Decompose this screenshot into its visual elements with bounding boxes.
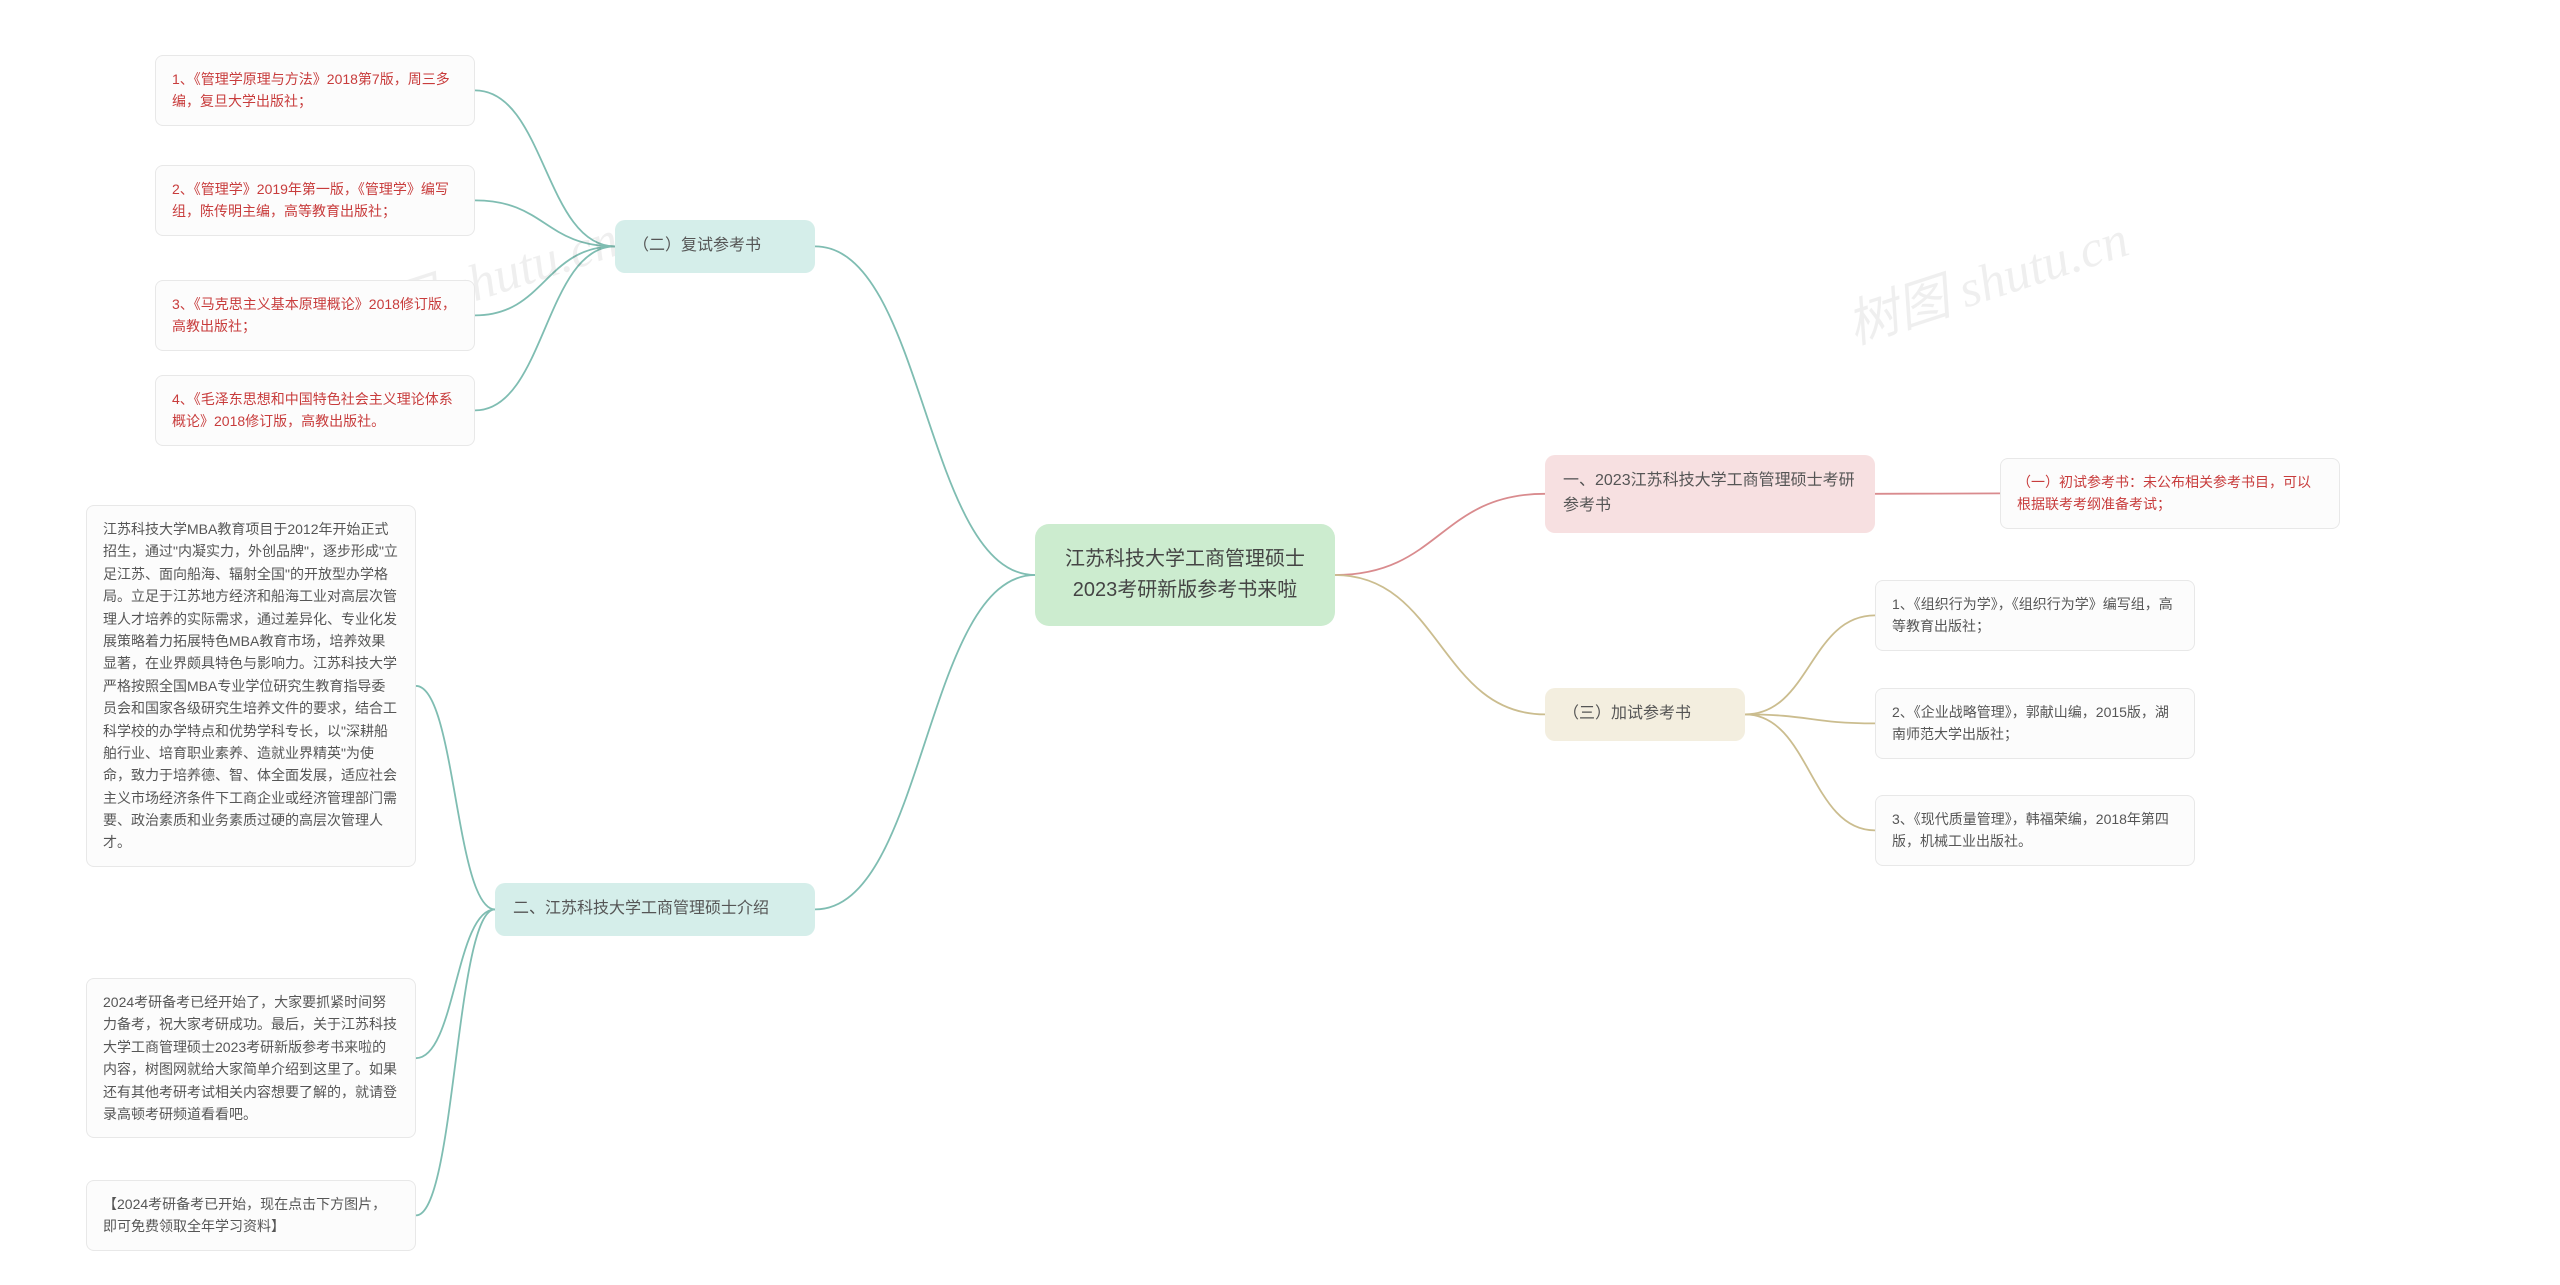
edge	[1745, 615, 1875, 714]
edge	[475, 90, 615, 246]
branch-reexam-books: （二）复试参考书	[615, 220, 815, 273]
leaf-reexam-book-1: 1、《管理学原理与方法》2018第7版，周三多编，复旦大学出版社；	[155, 55, 475, 126]
edge	[475, 200, 615, 246]
leaf-intro-para-1: 江苏科技大学MBA教育项目于2012年开始正式招生，通过"内凝实力，外创品牌"，…	[86, 505, 416, 867]
edge	[475, 246, 615, 410]
branch-mba-intro: 二、江苏科技大学工商管理硕士介绍	[495, 883, 815, 936]
branch-reference-books: 一、2023江苏科技大学工商管理硕士考研参考书	[1545, 455, 1875, 533]
center-node: 江苏科技大学工商管理硕士2023考研新版参考书来啦	[1035, 524, 1335, 626]
leaf-additional-book-2: 2、《企业战略管理》，郭献山编，2015版，湖南师范大学出版社；	[1875, 688, 2195, 759]
leaf-additional-book-3: 3、《现代质量管理》，韩福荣编，2018年第四版，机械工业出版社。	[1875, 795, 2195, 866]
branch-additional-books: （三）加试参考书	[1545, 688, 1745, 741]
leaf-additional-book-1: 1、《组织行为学》，《组织行为学》编写组，高等教育出版社；	[1875, 580, 2195, 651]
edge	[1335, 575, 1545, 714]
leaf-intro-para-3: 【2024考研备考已开始，现在点击下方图片，即可免费领取全年学习资料】	[86, 1180, 416, 1251]
edge	[416, 909, 495, 1215]
watermark-2: 树图 shutu.cn	[1836, 197, 2137, 358]
leaf-prelim-books: （一）初试参考书：未公布相关参考书目，可以根据联考考纲准备考试；	[2000, 458, 2340, 529]
edge	[416, 686, 495, 909]
edge	[815, 246, 1035, 575]
edge	[1745, 714, 1875, 830]
leaf-reexam-book-3: 3、《马克思主义基本原理概论》2018修订版，高教出版社；	[155, 280, 475, 351]
leaf-reexam-book-2: 2、《管理学》2019年第一版，《管理学》编写组，陈传明主编，高等教育出版社；	[155, 165, 475, 236]
edge	[475, 246, 615, 315]
edge	[416, 909, 495, 1058]
leaf-reexam-book-4: 4、《毛泽东思想和中国特色社会主义理论体系概论》2018修订版，高教出版社。	[155, 375, 475, 446]
edge	[815, 575, 1035, 909]
edge	[1335, 494, 1545, 575]
edge	[1745, 714, 1875, 723]
leaf-intro-para-2: 2024考研备考已经开始了，大家要抓紧时间努力备考，祝大家考研成功。最后，关于江…	[86, 978, 416, 1138]
